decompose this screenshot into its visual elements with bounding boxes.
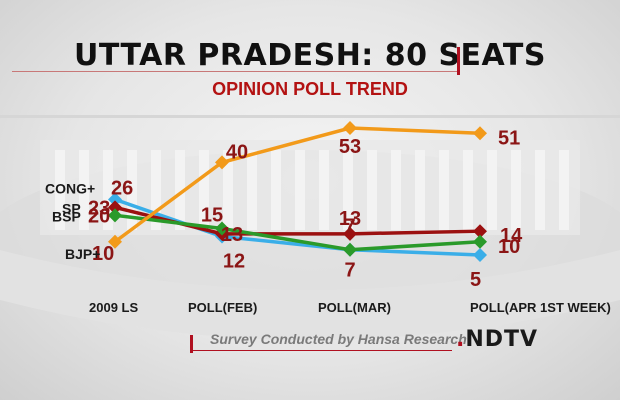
data-point-marker xyxy=(343,226,357,241)
data-point-marker xyxy=(108,192,122,207)
parliament-pillar xyxy=(127,150,137,230)
chart-title: UTTAR PRADESH: 80 SEATS xyxy=(73,38,547,73)
title-underline xyxy=(12,71,457,72)
data-point-marker xyxy=(343,242,357,257)
chart-subtitle: OPINION POLL TREND xyxy=(212,79,408,99)
x-tick-label: POLL(FEB) xyxy=(188,300,257,315)
data-point-marker xyxy=(215,221,229,236)
parliament-pillar xyxy=(535,150,545,230)
data-label: 12 xyxy=(223,250,245,272)
data-label: 5 xyxy=(470,269,481,291)
title-accent-bar xyxy=(457,47,460,75)
parliament-pillar xyxy=(175,150,185,230)
footer-underline xyxy=(192,350,452,351)
series-line-cong-plus xyxy=(114,197,481,257)
series-name-label: CONG+ xyxy=(45,180,95,196)
data-label: 51 xyxy=(498,127,520,149)
data-label: 13 xyxy=(339,208,361,230)
data-label: 40 xyxy=(226,141,248,163)
logo-text: NDTV xyxy=(465,327,539,352)
data-label: 13 xyxy=(221,224,243,246)
ndtv-logo: .NDTV xyxy=(456,327,539,352)
x-tick-label: 2009 LS xyxy=(89,300,138,315)
parliament-pillar xyxy=(151,150,161,230)
source-note: Survey Conducted by Hansa Research xyxy=(210,331,467,347)
parliament-pillar xyxy=(391,150,401,230)
x-tick-label: POLL(MAR) xyxy=(318,300,391,315)
parliament-pillar xyxy=(367,150,377,230)
data-point-marker xyxy=(108,208,122,223)
footer-accent-bar xyxy=(190,335,193,353)
data-label: 23 xyxy=(88,197,110,219)
data-point-marker xyxy=(473,126,487,141)
data-label: 53 xyxy=(339,136,361,158)
data-point-marker xyxy=(473,248,487,262)
parliament-pillar xyxy=(247,150,257,230)
parliament-pillar xyxy=(271,150,281,230)
data-label: 14 xyxy=(500,225,523,247)
series-line-bjp-plus xyxy=(113,126,481,244)
data-label: 20 xyxy=(88,205,110,227)
data-point-marker xyxy=(108,200,122,215)
x-tick-label: POLL(APR 1ST WEEK) xyxy=(470,300,611,315)
data-label: 26 xyxy=(111,177,133,199)
parliament-pillar xyxy=(415,150,425,230)
parliament-pillar xyxy=(103,150,113,230)
parliament-pillar xyxy=(79,150,89,230)
parliament-pillar xyxy=(463,150,473,230)
parliament-pillar xyxy=(511,150,521,230)
parliament-pillar xyxy=(487,150,497,230)
parliament-pillar xyxy=(559,150,569,230)
data-label: 10 xyxy=(92,243,114,265)
parliament-pillar xyxy=(223,150,233,230)
data-label: 10 xyxy=(498,236,520,258)
parliament-pillar xyxy=(55,150,65,230)
data-label: 7 xyxy=(344,216,355,238)
data-label: 7 xyxy=(344,260,355,282)
data-point-marker xyxy=(343,121,357,135)
data-point-marker xyxy=(108,234,122,249)
series-name-label: SP xyxy=(62,200,81,216)
parliament-pillar xyxy=(343,150,353,230)
data-label: 15 xyxy=(201,205,223,227)
series-name-label: BJP+ xyxy=(65,246,100,262)
series-name-label: BSP xyxy=(52,208,81,224)
data-point-marker xyxy=(473,224,487,239)
data-point-marker xyxy=(215,155,229,170)
parliament-pillar xyxy=(199,150,209,230)
data-point-marker xyxy=(473,234,487,249)
series-line-bsp xyxy=(114,213,481,252)
parliament-pillar xyxy=(439,150,449,230)
parliament-pillar xyxy=(295,150,305,230)
parliament-pillar xyxy=(319,150,329,230)
